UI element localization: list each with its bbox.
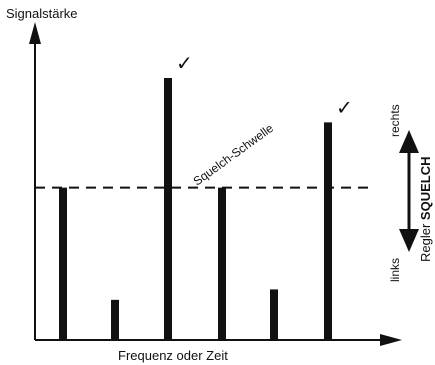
control-arrow-up [399,130,419,153]
signal-bar-6 [324,122,332,340]
y-axis-label: Signalstärke [6,6,78,21]
signal-bar-4 [218,187,226,339]
signal-bar-1 [59,187,67,339]
control-name: Regler SQUELCH [418,157,433,262]
control-top-label: rechts [388,104,402,137]
signal-bar-5 [270,289,278,339]
signal-bar-2 [111,299,119,339]
signal-bar-3 [164,78,172,339]
y-axis-arrow [29,22,41,44]
control-bottom-label: links [388,258,402,282]
threshold-label: Squelch-Schwelle [191,121,277,189]
signal-bars [59,78,332,340]
x-axis-arrow [380,334,402,346]
control-name-strong: SQUELCH [418,157,433,221]
control-arrow-down [399,229,419,252]
checkmark-3: ✓ [176,53,193,75]
x-axis-label: Frequenz oder Zeit [118,348,228,363]
checkmarks: ✓✓ [176,53,353,119]
checkmark-6: ✓ [336,97,353,119]
control-name-prefix: Regler [418,220,433,262]
